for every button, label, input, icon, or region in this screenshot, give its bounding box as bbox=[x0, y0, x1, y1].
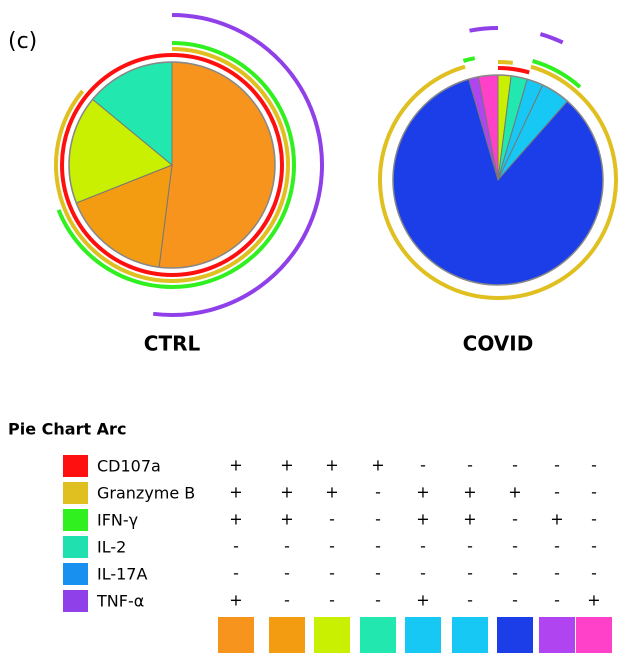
sign: - bbox=[591, 510, 597, 529]
sign: - bbox=[554, 537, 560, 556]
legend-swatch bbox=[63, 482, 88, 504]
sign: - bbox=[512, 510, 518, 529]
legend-label: TNF-α bbox=[96, 592, 144, 611]
sign: - bbox=[554, 564, 560, 583]
sign: + bbox=[229, 456, 242, 475]
sign: - bbox=[512, 591, 518, 610]
combo-swatch bbox=[269, 617, 305, 653]
sign: - bbox=[329, 591, 335, 610]
marker-arc bbox=[56, 41, 296, 289]
sign: - bbox=[554, 483, 560, 502]
sign: + bbox=[550, 510, 563, 529]
marker-arc bbox=[497, 60, 514, 65]
sign: - bbox=[233, 537, 239, 556]
combo-swatch bbox=[497, 617, 533, 653]
sign: + bbox=[325, 483, 338, 502]
sign: - bbox=[233, 564, 239, 583]
sign: - bbox=[512, 456, 518, 475]
sign: - bbox=[591, 456, 597, 475]
marker-arc bbox=[54, 47, 290, 283]
pie-title: CTRL bbox=[144, 332, 201, 356]
sign: + bbox=[280, 510, 293, 529]
sign: + bbox=[325, 456, 338, 475]
marker-arc bbox=[532, 59, 582, 89]
sign: - bbox=[375, 483, 381, 502]
sign: + bbox=[280, 456, 293, 475]
legend-title: Pie Chart Arc bbox=[8, 420, 126, 439]
sign: - bbox=[375, 510, 381, 529]
combo-swatch bbox=[576, 617, 612, 653]
legend-swatch bbox=[63, 509, 88, 531]
combo-swatch bbox=[314, 617, 350, 653]
pie-outline bbox=[392, 74, 604, 286]
sign: - bbox=[512, 537, 518, 556]
marker-arc bbox=[539, 32, 564, 45]
sign: - bbox=[467, 456, 473, 475]
sign: + bbox=[463, 510, 476, 529]
sign: - bbox=[554, 456, 560, 475]
sign: - bbox=[420, 456, 426, 475]
sign: - bbox=[329, 537, 335, 556]
legend-swatch bbox=[63, 590, 88, 612]
sign: - bbox=[420, 564, 426, 583]
marker-arc bbox=[497, 66, 530, 75]
sign: - bbox=[284, 537, 290, 556]
combo-swatch bbox=[405, 617, 441, 653]
combo-swatch bbox=[218, 617, 254, 653]
sign: + bbox=[416, 483, 429, 502]
combo-swatch bbox=[452, 617, 488, 653]
sign: - bbox=[420, 537, 426, 556]
sign: - bbox=[467, 537, 473, 556]
panel-label: (c) bbox=[8, 29, 37, 54]
combo-swatch bbox=[360, 617, 396, 653]
marker-arc bbox=[469, 26, 499, 33]
sign: + bbox=[587, 591, 600, 610]
sign: - bbox=[591, 483, 597, 502]
sign: - bbox=[554, 591, 560, 610]
sign: - bbox=[329, 510, 335, 529]
sign: - bbox=[512, 564, 518, 583]
pie-outline bbox=[68, 61, 276, 269]
sign: + bbox=[229, 483, 242, 502]
sign: + bbox=[508, 483, 521, 502]
legend-swatch bbox=[63, 455, 88, 477]
sign: - bbox=[467, 564, 473, 583]
legend-label: IFN-γ bbox=[97, 511, 138, 530]
sign: + bbox=[229, 591, 242, 610]
legend-swatch bbox=[63, 563, 88, 585]
marker-arc bbox=[60, 53, 284, 277]
marker-arc bbox=[378, 64, 618, 300]
sign: + bbox=[229, 510, 242, 529]
legend-label: Granzyme B bbox=[97, 484, 195, 503]
sign: - bbox=[284, 591, 290, 610]
sign: - bbox=[375, 591, 381, 610]
sign: - bbox=[591, 564, 597, 583]
sign: - bbox=[591, 537, 597, 556]
marker-arc bbox=[152, 13, 324, 317]
marker-arc bbox=[462, 56, 476, 63]
sign: - bbox=[284, 564, 290, 583]
pie-title: COVID bbox=[463, 332, 534, 356]
sign: + bbox=[416, 591, 429, 610]
sign: + bbox=[371, 456, 384, 475]
sign: + bbox=[280, 483, 293, 502]
sign: - bbox=[375, 537, 381, 556]
sign: - bbox=[329, 564, 335, 583]
legend-label: IL-2 bbox=[97, 538, 126, 557]
sign: + bbox=[416, 510, 429, 529]
legend-swatch bbox=[63, 536, 88, 558]
legend-label: IL-17A bbox=[97, 565, 147, 584]
sign: + bbox=[463, 483, 476, 502]
combo-swatch bbox=[539, 617, 575, 653]
sign: - bbox=[467, 591, 473, 610]
legend-label: CD107a bbox=[97, 457, 161, 476]
sign: - bbox=[375, 564, 381, 583]
